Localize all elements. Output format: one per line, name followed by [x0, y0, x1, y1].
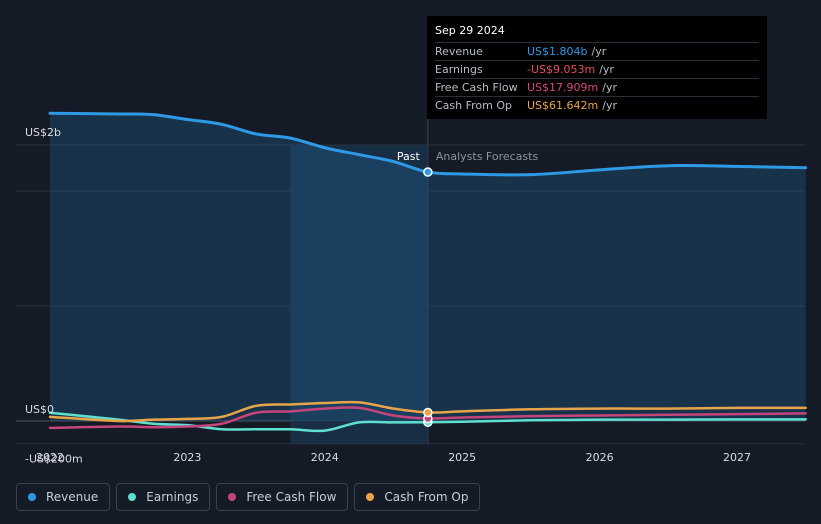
tooltip-value: US$1.804b	[527, 45, 588, 58]
tooltip-value: US$17.909m	[527, 81, 599, 94]
tooltip-unit: /yr	[602, 81, 617, 94]
series-lines	[48, 111, 808, 433]
x-tick-label: 2027	[723, 451, 751, 464]
revenue-line	[48, 111, 808, 177]
tooltip-value: -US$9.053m	[527, 63, 596, 76]
legend-label: Free Cash Flow	[246, 490, 337, 504]
forecast-label: Analysts Forecasts	[436, 150, 539, 163]
revenue-area	[50, 113, 806, 421]
free-cash-flow-dot-icon	[228, 493, 237, 501]
tooltip-row-earnings: Earnings -US$9.053m /yr	[435, 60, 759, 78]
tooltip-label: Revenue	[435, 45, 483, 58]
cash-from-op-dot-icon	[366, 493, 375, 501]
legend-item-free-cash-flow[interactable]: Free Cash Flow	[216, 483, 349, 511]
legend: Revenue Earnings Free Cash Flow Cash Fro…	[16, 483, 481, 511]
tooltip-label: Cash From Op	[435, 99, 513, 112]
y-tick-label: US$2b	[25, 126, 61, 139]
legend-label: Earnings	[146, 490, 199, 504]
y-tick-label: -US$200m	[25, 453, 83, 466]
x-tick-label: 2026	[586, 451, 614, 464]
past-label: Past	[397, 150, 421, 163]
x-axis-labels: 2022 2023 2024 2025 2026 2027	[36, 451, 751, 464]
revenue-dot-icon	[28, 493, 36, 501]
x-tick-label: 2024	[311, 451, 339, 464]
x-tick-label: 2022	[36, 451, 64, 464]
legend-label: Cash From Op	[384, 490, 469, 504]
earnings-dot-icon	[128, 493, 137, 501]
tooltip-label: Earnings	[435, 63, 483, 76]
y-tick-label: US$0	[25, 403, 54, 416]
tooltip-row-revenue: Revenue US$1.804b /yr	[435, 42, 759, 60]
x-tick-label: 2025	[448, 451, 476, 464]
hover-markers	[423, 167, 433, 427]
tooltip: Sep 29 2024 Revenue US$1.804b /yr Earnin…	[427, 16, 767, 119]
tooltip-row-free-cash-flow: Free Cash Flow US$17.909m /yr	[435, 78, 759, 96]
legend-item-earnings[interactable]: Earnings	[116, 483, 211, 511]
earnings-line	[48, 411, 807, 433]
revenue-area-fill	[50, 113, 806, 421]
y-axis-labels: US$2b US$0 -US$200m	[25, 126, 83, 466]
x-tick-label: 2023	[173, 451, 201, 464]
legend-item-revenue[interactable]: Revenue	[16, 483, 111, 511]
past-region-highlight	[290, 145, 428, 444]
cash-from-op-marker	[423, 407, 433, 418]
tooltip-date: Sep 29 2024	[435, 24, 505, 37]
legend-label: Revenue	[46, 490, 99, 504]
tooltip-row-cash-from-op: Cash From Op US$61.642m /yr	[435, 96, 759, 114]
legend-item-cash-from-op[interactable]: Cash From Op	[354, 483, 481, 511]
free-cash-flow-line	[48, 406, 807, 430]
tooltip-value: US$61.642m	[527, 99, 599, 112]
tooltip-label: Free Cash Flow	[435, 81, 518, 94]
revenue-marker	[423, 167, 433, 177]
tooltip-unit: /yr	[599, 63, 614, 76]
tooltip-unit: /yr	[591, 45, 607, 58]
cash-from-op-line	[48, 400, 807, 423]
tooltip-unit: /yr	[602, 99, 617, 112]
